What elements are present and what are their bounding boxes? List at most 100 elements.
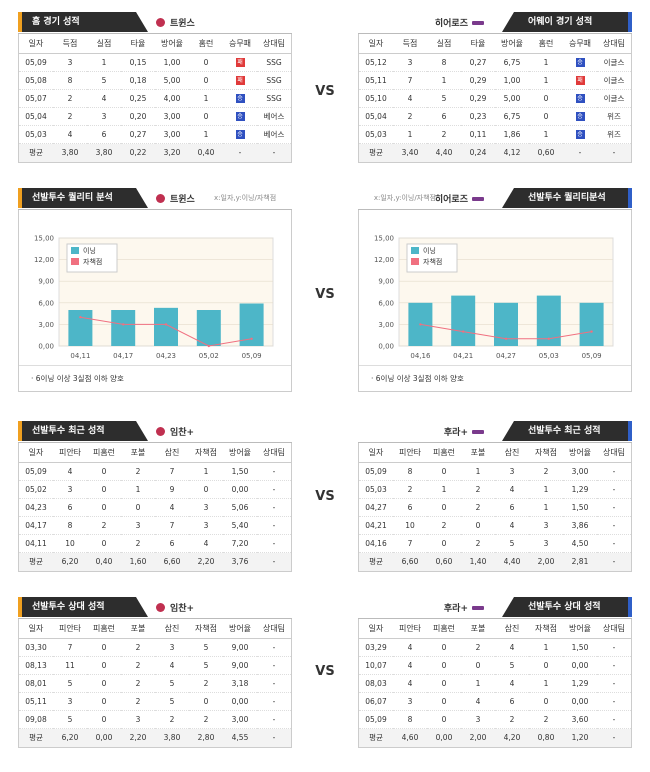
table-cell: 위즈 — [597, 107, 631, 126]
table-cell: 0 — [87, 674, 121, 693]
line-point — [462, 330, 465, 333]
table-cell: 4 — [393, 674, 427, 693]
table-cell: 8 — [393, 462, 427, 481]
table-cell: 1 — [529, 498, 563, 517]
legend-swatch — [71, 258, 79, 265]
table-cell: 0,00 — [563, 692, 597, 711]
table-row: 05,03 4 6 0,27 3,00 1 승 베어스 — [19, 125, 291, 144]
table-cell: 05,09 — [19, 53, 53, 72]
column-header: 일자 — [19, 619, 53, 639]
table-cell: - — [257, 516, 291, 535]
line-point — [207, 344, 210, 348]
record-table: 일자 득점 실점 타율 방어율 홈런 승무패 상대팀 05,09 3 1 0,15 1,00 0 패 SSG 0… — [19, 34, 291, 162]
table-cell: 3,18 — [223, 674, 257, 693]
y-tick-label: 3,00 — [378, 321, 394, 329]
line-point — [419, 323, 422, 326]
table-cell: 3 — [121, 710, 155, 729]
table-cell: 05,07 — [19, 89, 53, 108]
pitcher-name: 후라+ — [444, 425, 484, 438]
bar — [154, 307, 178, 346]
average-cell: - — [597, 728, 631, 747]
average-cell: - — [257, 552, 291, 571]
table-cell: 1 — [461, 674, 495, 693]
column-header: 승무패 — [223, 34, 257, 54]
column-header: 포볼 — [121, 619, 155, 639]
home-record-panel: 홈 경기 성적 트윈스 일자 득점 실점 타율 방어율 홈런 승무패 상대팀 05,09 3 1 0,… — [18, 12, 292, 163]
table-cell: 3 — [121, 516, 155, 535]
pitcher-table: 일자 피안타 피홈런 포볼 삼진 자책점 방어율 상대팀 05,09 8 0 1 3 2 3,00-05,0… — [359, 443, 631, 571]
y-tick-label: 0,00 — [38, 343, 54, 351]
table-cell: 9,00 — [223, 638, 257, 657]
table-cell: 0 — [87, 480, 121, 499]
table-row: 05,12 3 8 0,27 6,75 1 승 이글스 — [359, 53, 631, 72]
table-header-row: 일자 피안타 피홈런 포볼 삼진 자책점 방어율 상대팀 — [359, 443, 631, 463]
table-cell: 1,00 — [155, 53, 189, 72]
table-cell: 이글스 — [597, 53, 631, 72]
table-cell: 04,23 — [19, 498, 53, 517]
table-cell: 1,50 — [563, 498, 597, 517]
table-cell: 05,03 — [359, 125, 393, 144]
average-cell: 0,60 — [427, 552, 461, 571]
column-header: 방어율 — [223, 619, 257, 639]
table-cell: 3 — [87, 107, 121, 126]
table-row: 05,11 7 1 0,29 1,00 1 패 이글스 — [359, 71, 631, 90]
table-cell: 3,00 — [223, 710, 257, 729]
table-cell: 6 — [495, 692, 529, 711]
table-cell: 2 — [427, 125, 461, 144]
table-cell: 0 — [461, 656, 495, 675]
table-cell: 0 — [87, 692, 121, 711]
column-header: 일자 — [19, 443, 53, 463]
table-cell: 2 — [121, 462, 155, 481]
table-cell: 2 — [121, 674, 155, 693]
table-cell: 2 — [121, 638, 155, 657]
table-cell: 0 — [189, 480, 223, 499]
average-row: 평균 6,20 0,40 1,60 6,60 2,20 3,76- — [19, 552, 291, 571]
average-row: 평균 4,60 0,00 2,00 4,20 0,80 1,20- — [359, 728, 631, 747]
column-header: 상대팀 — [597, 34, 631, 54]
table-row: 05,02 3 0 1 9 0 0,00- — [19, 480, 291, 499]
column-header: 피안타 — [393, 619, 427, 639]
table-cell: 9 — [155, 480, 189, 499]
table-cell: 0,27 — [461, 53, 495, 72]
table-cell: - — [597, 462, 631, 481]
table-cell: 5 — [189, 638, 223, 657]
table-cell: 0 — [427, 710, 461, 729]
average-cell: 6,20 — [53, 552, 87, 571]
table-row: 03,30 7 0 2 3 5 9,00- — [19, 638, 291, 657]
table-cell: 2 — [121, 656, 155, 675]
y-tick-label: 6,00 — [38, 299, 54, 307]
table-cell: - — [597, 498, 631, 517]
table-cell: 1,86 — [495, 125, 529, 144]
table-cell: 5,40 — [223, 516, 257, 535]
column-header: 삼진 — [155, 619, 189, 639]
line-point — [79, 316, 82, 319]
team-name: 히어로즈 — [435, 192, 484, 205]
table-cell: 9,00 — [223, 656, 257, 675]
table-row: 04,23 6 0 0 4 3 5,06- — [19, 498, 291, 517]
table-cell: 1 — [189, 125, 223, 144]
bar — [68, 310, 93, 346]
table-cell: 4 — [155, 498, 189, 517]
table-cell: 1 — [87, 53, 121, 72]
pitcher-recent-panel: 후라+ 선발투수 최근 성적 일자 피안타 피홈런 포볼 삼진 자책점 방어율 상대팀 05,0… — [358, 421, 632, 572]
legend-label: 자책점 — [83, 257, 102, 266]
average-cell: 0,40 — [87, 552, 121, 571]
average-cell: 2,00 — [529, 552, 563, 571]
average-cell: 평균 — [359, 143, 393, 162]
column-header: 자책점 — [189, 619, 223, 639]
table-cell: - — [257, 692, 291, 711]
average-cell: 4,55 — [223, 728, 257, 747]
table-cell: 7 — [53, 638, 87, 657]
table-cell: 04,17 — [19, 516, 53, 535]
table-cell: - — [597, 710, 631, 729]
table-cell: 5 — [155, 674, 189, 693]
table-cell: 패 — [563, 71, 597, 90]
x-tick-label: 04,23 — [156, 352, 176, 360]
table-cell: 베어스 — [257, 125, 291, 144]
table-cell: 7 — [393, 534, 427, 553]
table-cell: 6 — [495, 498, 529, 517]
y-tick-label: 9,00 — [38, 278, 54, 286]
y-tick-label: 0,00 — [378, 343, 394, 351]
table-cell: 2 — [121, 534, 155, 553]
table-cell: 6 — [155, 534, 189, 553]
